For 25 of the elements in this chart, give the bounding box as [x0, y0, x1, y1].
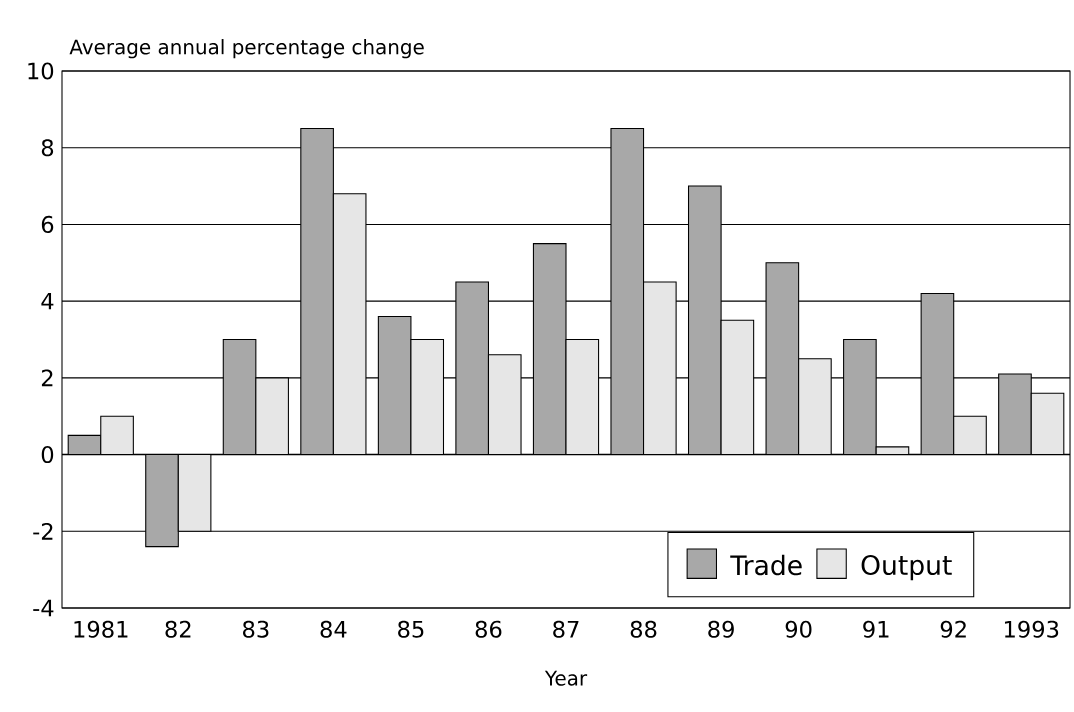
x-tick-label: 88 — [630, 620, 657, 638]
y-tick-label: 4 — [41, 292, 54, 310]
x-tick-label: 82 — [165, 620, 191, 638]
y-tick-label: -2 — [33, 522, 53, 540]
x-tick-label: 85 — [398, 620, 424, 638]
x-tick-label: 89 — [708, 620, 734, 638]
y-tick-label: 0 — [41, 446, 54, 464]
x-tick-label: 86 — [475, 620, 502, 638]
y-tick-label: 8 — [41, 139, 54, 157]
legend-label: Trade — [730, 554, 802, 576]
x-tick-label: 90 — [785, 620, 812, 638]
y-tick-label: 2 — [41, 369, 53, 387]
x-tick-label: 84 — [320, 620, 347, 638]
x-tick-label: 83 — [243, 620, 269, 638]
y-tick-label: 10 — [28, 62, 54, 80]
x-tick-label: 87 — [553, 620, 579, 638]
y-tick-label: 6 — [41, 215, 54, 233]
legend-label: Output — [861, 554, 952, 581]
y-axis-title: Average annual percentage change — [69, 39, 424, 59]
y-tick-label: -4 — [33, 599, 54, 617]
x-axis-title: Year — [544, 670, 588, 686]
x-tick-label: 91 — [863, 620, 889, 638]
x-tick-label: 1981 — [74, 620, 128, 638]
x-tick-label: 1993 — [1004, 620, 1059, 638]
x-tick-label: 92 — [940, 620, 966, 638]
